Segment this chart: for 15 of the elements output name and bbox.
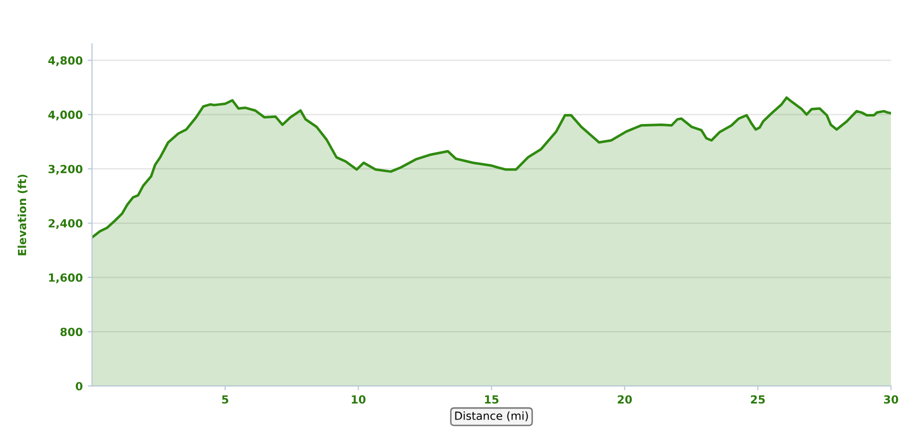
x-tick-label: 20: [618, 395, 632, 404]
y-tick-label: 2,400: [48, 219, 82, 229]
y-tick-label: 4,000: [48, 110, 82, 120]
x-tick-label: 15: [485, 395, 498, 404]
x-tick-label: 5: [222, 395, 228, 404]
y-tick-label: 0: [76, 382, 82, 390]
x-axis-title: Distance (mi): [455, 411, 528, 422]
y-tick-label: 3,200: [48, 164, 82, 175]
x-tick-label: 30: [884, 395, 898, 404]
x-tick-label: 25: [750, 395, 765, 404]
y-axis-title: Elevation (ft): [18, 174, 28, 256]
y-tick-label: 4,800: [48, 56, 82, 66]
y-tick-label: 1,600: [49, 273, 82, 284]
y-tick-label: 800: [60, 328, 82, 336]
x-tick-label: 10: [352, 395, 366, 404]
